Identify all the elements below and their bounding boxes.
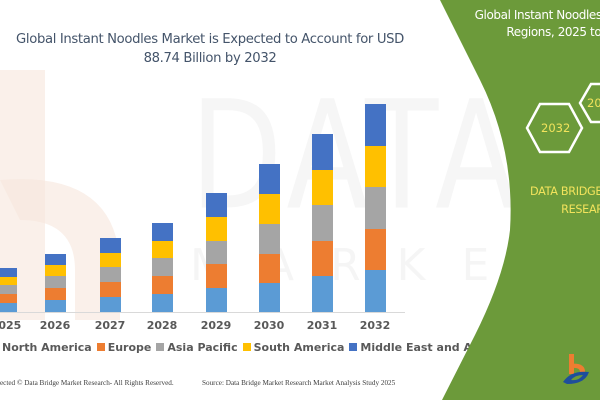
bar-2026 <box>44 254 66 312</box>
legend-item: North America <box>0 341 92 354</box>
chart-legend: North America Europe Asia Pacific South Ame… <box>0 341 505 354</box>
chart-title-line2: 88.74 Billion by 2032 <box>143 51 277 66</box>
legend-item: Asia Pacific <box>156 341 238 354</box>
bar-segment <box>311 276 333 312</box>
bar-segment <box>0 285 17 294</box>
x-tick-label: 2028 <box>146 319 178 332</box>
bar-segment <box>0 268 17 277</box>
side-panel-title-line1: Global Instant Noodles Market, By <box>474 8 600 22</box>
copyright-text: Protected © Data Bridge Market Research-… <box>0 379 174 387</box>
bar-segment <box>205 264 227 288</box>
data-bridge-logo-icon <box>563 354 589 384</box>
x-tick-label: 2031 <box>306 319 338 332</box>
bar-segment <box>0 303 17 312</box>
bar-segment <box>151 223 173 241</box>
side-panel-brand-line1: DATA BRIDGE MARKET <box>530 185 600 198</box>
side-panel-title-line2: Regions, 2025 to 2032 <box>506 25 600 39</box>
bar-segment <box>44 254 66 265</box>
bar-segment <box>44 276 66 288</box>
stacked-bar-chart: 2025 2026 2027 2028 2029 2030 2031 2032 <box>0 104 405 332</box>
hexagon-2032-label: 2032 <box>541 121 571 135</box>
bar-2031 <box>311 134 333 312</box>
bar-segment <box>311 241 333 276</box>
bar-segment <box>205 193 227 217</box>
bar-segment <box>364 187 386 229</box>
source-text: Source: Data Bridge Market Research Mark… <box>202 379 396 387</box>
bar-segment <box>44 300 66 312</box>
bar-segment <box>258 283 280 312</box>
bar-segment <box>151 294 173 312</box>
bar-2027 <box>99 238 121 312</box>
bar-segment <box>99 267 121 282</box>
bar-segment <box>151 258 173 276</box>
legend-item: South America <box>242 341 345 354</box>
legend-label: South America <box>253 341 345 354</box>
legend-label: Asia Pacific <box>167 341 238 354</box>
bar-segment <box>311 170 333 205</box>
bar-segment <box>44 265 66 276</box>
bar-segment <box>0 277 17 285</box>
bar-segment <box>205 241 227 264</box>
bar-segment <box>99 238 121 253</box>
bar-2029 <box>205 193 227 312</box>
legend-label: Europe <box>107 341 152 354</box>
bar-segment <box>205 288 227 312</box>
hexagon-2032-icon <box>525 102 584 154</box>
legend-label: Middle East and Africa <box>360 341 500 354</box>
bar-segment <box>364 146 386 187</box>
bar-segment <box>44 288 66 300</box>
x-tick-label: 2030 <box>253 319 285 332</box>
x-tick-label: 2032 <box>359 319 391 332</box>
bar-segment <box>151 241 173 258</box>
legend-item: Middle East and Africa <box>349 341 500 354</box>
legend-label: North America <box>2 341 92 354</box>
x-axis-line <box>0 312 405 313</box>
hexagon-2025-icon <box>578 82 600 124</box>
side-panel-brand: DATA BRIDGE MARKET RESEARCH <box>520 183 600 219</box>
bar-segment <box>364 270 386 312</box>
chart-title: Global Instant Noodles Market is Expecte… <box>0 30 420 68</box>
bar-2028 <box>151 223 173 312</box>
bar-segment <box>258 194 280 224</box>
bar-2025 <box>0 268 17 312</box>
x-tick-label: 2025 <box>0 319 22 332</box>
legend-item: Europe <box>96 341 152 354</box>
bar-segment <box>311 134 333 170</box>
bar-segment <box>364 229 386 270</box>
bar-segment <box>258 254 280 283</box>
bar-segment <box>99 253 121 267</box>
side-panel-title: Global Instant Noodles Market, By Region… <box>465 7 600 41</box>
bar-segment <box>151 276 173 294</box>
legend-swatch-icon <box>349 343 358 351</box>
x-tick-label: 2029 <box>200 319 232 332</box>
legend-swatch-icon <box>156 343 165 351</box>
bar-2032 <box>364 104 386 312</box>
bar-segment <box>0 294 17 303</box>
bar-2030 <box>258 164 280 312</box>
bar-segment <box>205 217 227 241</box>
chart-title-line1: Global Instant Noodles Market is Expecte… <box>16 32 404 47</box>
side-panel-brand-line2: RESEARCH <box>561 203 600 216</box>
x-tick-label: 2027 <box>94 319 126 332</box>
bar-segment <box>258 224 280 254</box>
legend-swatch-icon <box>242 343 251 351</box>
bar-segment <box>311 205 333 241</box>
hexagon-2025-label: 2025 <box>587 96 600 110</box>
bar-segment <box>99 297 121 312</box>
x-tick-label: 2026 <box>39 319 71 332</box>
bar-segment <box>258 164 280 194</box>
bar-segment <box>364 104 386 146</box>
bar-segment <box>99 282 121 297</box>
legend-swatch-icon <box>96 343 105 351</box>
